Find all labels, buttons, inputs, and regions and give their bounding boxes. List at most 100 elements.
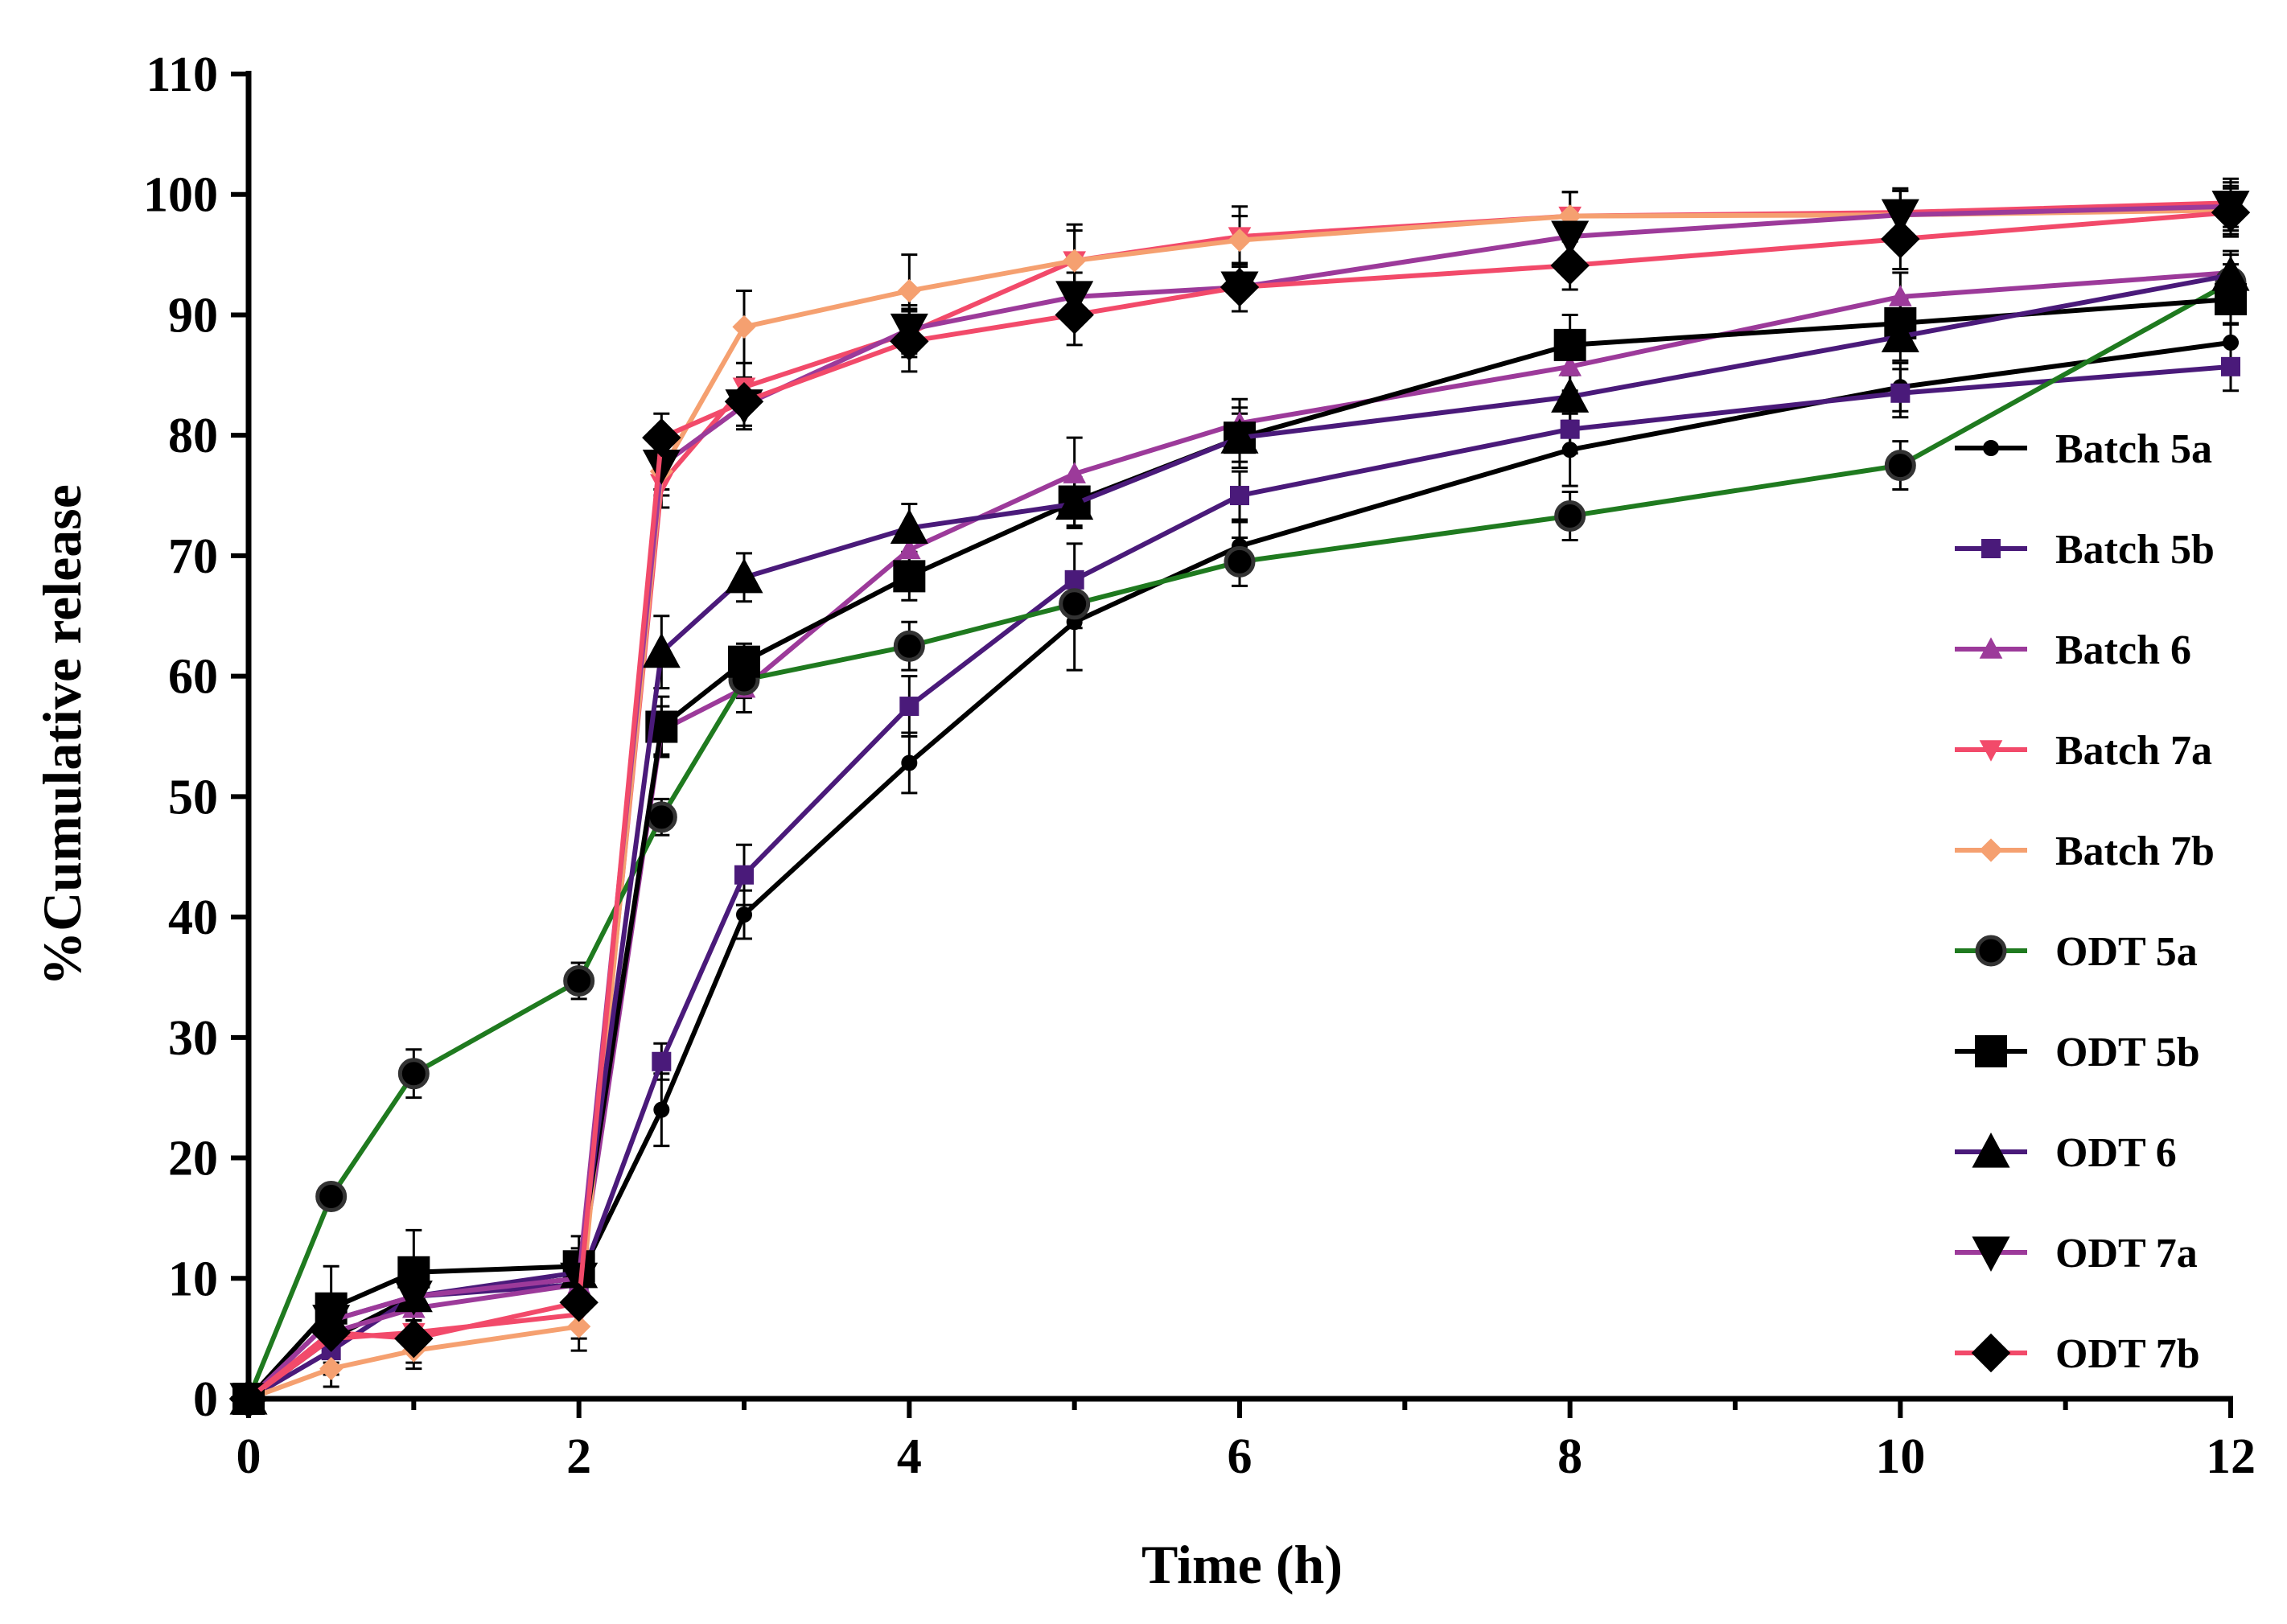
data-point: [319, 1356, 343, 1381]
x-tick-label: 4: [897, 1429, 922, 1484]
series-odt-6: [229, 256, 2250, 1415]
data-point: [642, 632, 681, 668]
data-point: [899, 697, 919, 717]
data-point: [901, 754, 918, 771]
y-tick-label: 10: [168, 1252, 218, 1306]
legend-marker: [1983, 440, 1999, 456]
data-point: [652, 1051, 672, 1071]
data-point: [1220, 418, 1259, 454]
data-point: [725, 557, 763, 594]
y-tick-label: 0: [193, 1372, 218, 1427]
data-point: [397, 1058, 430, 1090]
y-tick-label: 80: [168, 409, 218, 463]
data-point: [394, 1281, 433, 1316]
data-point: [1561, 442, 1578, 458]
ticks: 0 10 20 30 40 50 60 70 80 90 100 110 0 2 4 6 8 10 12: [143, 47, 2256, 1484]
legend-label: ODT 7a: [2055, 1231, 2198, 1277]
data-point: [1228, 228, 1252, 253]
data-point: [1220, 267, 1260, 307]
series-odt-7a: [229, 191, 2250, 1418]
legend-marker: [1972, 1236, 2010, 1272]
data-point: [2211, 256, 2250, 291]
legend-marker: [1979, 838, 2003, 862]
y-tick-label: 20: [168, 1132, 218, 1186]
data-point: [2223, 334, 2239, 351]
legend-label: ODT 7b: [2055, 1331, 2200, 1377]
data-point: [1889, 285, 1912, 306]
data-point: [1551, 377, 1590, 413]
data-point: [311, 1313, 351, 1352]
x-tick-label: 2: [566, 1429, 591, 1484]
data-point: [893, 560, 926, 593]
data-point: [642, 417, 681, 458]
data-point: [1064, 569, 1084, 590]
y-tick-label: 70: [168, 529, 218, 584]
data-point: [1890, 383, 1911, 403]
legend: Batch 5a Batch 5b Batch 6 Batch 7a Batch 7b O…: [1955, 426, 2215, 1377]
data-point: [1884, 450, 1916, 482]
legend-marker: [1971, 1333, 2011, 1373]
data-point: [1550, 245, 1590, 286]
legend-item: ODT 7a: [1955, 1231, 2198, 1277]
legend-label: Batch 6: [2055, 627, 2191, 673]
data-point: [1055, 295, 1094, 335]
data-point: [1055, 484, 1094, 520]
data-point: [1881, 219, 1920, 259]
legend-label: Batch 5b: [2055, 527, 2215, 573]
y-tick-label: 30: [168, 1011, 218, 1066]
x-axis-title: Time (h): [1141, 1534, 1343, 1595]
x-tick-label: 8: [1557, 1429, 1582, 1484]
data-point: [1059, 588, 1091, 620]
data-point: [732, 315, 756, 339]
legend-label: Batch 7b: [2055, 828, 2215, 874]
legend-marker: [1979, 637, 2003, 659]
series-batch-7a: [237, 193, 2243, 1411]
data-point: [736, 907, 752, 923]
x-tick-label: 0: [237, 1429, 261, 1484]
legend-item: ODT 5b: [1955, 1030, 2200, 1075]
series-line: [247, 208, 2231, 1401]
data-point: [1063, 249, 1087, 273]
legend-label: ODT 6: [2055, 1130, 2177, 1176]
data-point: [2211, 192, 2251, 232]
y-tick-label: 110: [146, 47, 218, 102]
data-point: [563, 964, 595, 997]
series-layer: [228, 191, 2251, 1419]
y-tick-label: 60: [168, 650, 218, 705]
series-line: [246, 204, 2231, 1401]
data-point: [394, 1318, 434, 1359]
data-point: [728, 645, 760, 678]
legend-item: ODT 6: [1955, 1130, 2177, 1176]
series-odt-7b: [228, 192, 2251, 1419]
data-point: [559, 1283, 598, 1322]
data-point: [898, 537, 921, 560]
y-tick-label: 90: [168, 288, 218, 343]
data-point: [1558, 355, 1582, 376]
x-tick-label: 6: [1228, 1429, 1253, 1484]
data-point: [890, 508, 928, 545]
data-point: [1554, 500, 1586, 532]
x-tick-label: 12: [2206, 1429, 2256, 1484]
legend-marker: [1979, 740, 2003, 762]
y-tick-label: 40: [168, 890, 218, 945]
legend-item: ODT 5a: [1955, 929, 2198, 975]
legend-label: ODT 5b: [2055, 1030, 2200, 1075]
data-point: [890, 322, 929, 361]
data-point: [1553, 328, 1586, 361]
data-point: [645, 801, 677, 833]
legend-item: Batch 5b: [1955, 527, 2215, 573]
data-point: [724, 382, 764, 421]
legend-label: Batch 7a: [2055, 728, 2212, 774]
legend-item: Batch 6: [1955, 627, 2191, 673]
legend-item: ODT 7b: [1955, 1331, 2200, 1377]
data-point: [2221, 356, 2240, 376]
data-point: [893, 630, 925, 662]
data-point: [1063, 462, 1086, 483]
y-axis-title: %Cumulative release: [31, 484, 93, 986]
data-point: [567, 1314, 591, 1338]
data-point: [315, 1180, 348, 1212]
data-point: [1560, 419, 1580, 439]
legend-item: Batch 7b: [1955, 828, 2215, 874]
legend-marker: [1972, 1133, 2010, 1168]
data-point: [1881, 317, 1919, 352]
